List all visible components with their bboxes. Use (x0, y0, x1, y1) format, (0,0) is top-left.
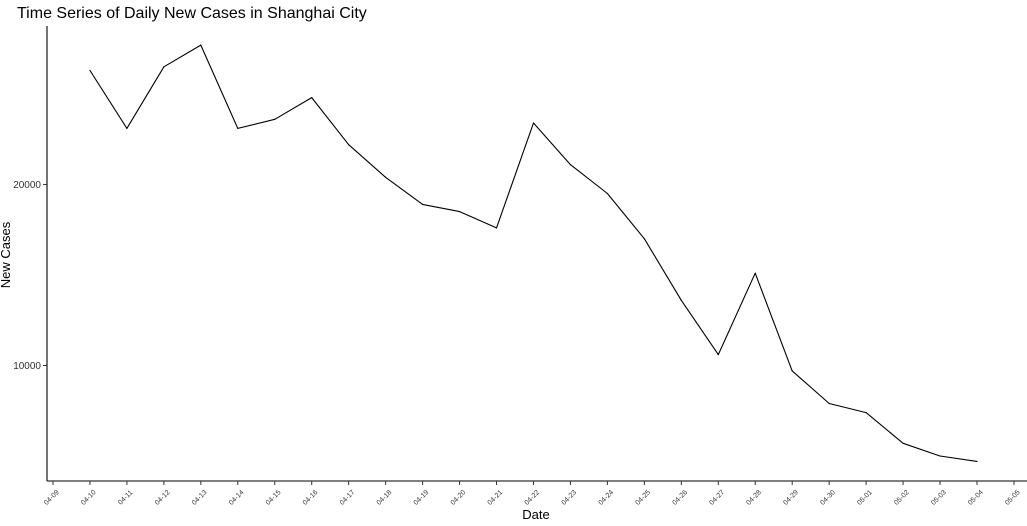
data-point (495, 227, 498, 229)
x-tick-label: 04-11 (117, 489, 134, 506)
x-tick-label: 04-21 (487, 489, 505, 507)
data-point (385, 176, 387, 178)
data-point (348, 144, 350, 146)
data-point (274, 118, 276, 120)
x-tick-label: 05-05 (1004, 489, 1022, 507)
x-tick-label: 04-17 (339, 489, 357, 507)
chart-title: Time Series of Daily New Cases in Shangh… (17, 5, 367, 22)
x-tick-label: 04-10 (80, 489, 98, 507)
data-point (828, 402, 830, 405)
data-point (976, 460, 978, 463)
data-point (791, 370, 793, 372)
data-point (422, 203, 424, 206)
x-tick-label: 04-30 (819, 489, 837, 507)
x-tick-label: 05-04 (967, 489, 985, 507)
data-point (126, 127, 128, 129)
data-point (717, 354, 719, 356)
data-point (89, 69, 91, 72)
x-tick-label: 04-28 (745, 489, 763, 507)
x-tick-label: 05-02 (893, 489, 911, 507)
data-point (569, 163, 572, 166)
plot-area: 10000 20000 04-09 04-10 04-11 04-12 04-13 04-14… (13, 26, 1027, 507)
x-tick-label: 04-20 (450, 489, 468, 507)
data-point (200, 44, 202, 46)
x-tick-label: 04-23 (561, 489, 579, 507)
x-tick-label: 04-27 (708, 489, 726, 507)
x-tick-label: 04-18 (376, 489, 394, 507)
x-tick-label: 04-12 (154, 489, 172, 507)
x-tick-label: 04-16 (302, 489, 320, 507)
x-tick-label: 05-03 (930, 489, 948, 507)
data-point (458, 211, 461, 213)
x-tick-label: 05-01 (856, 489, 874, 507)
x-tick-label: 04-22 (524, 489, 542, 507)
data-point (643, 238, 645, 240)
y-tick-label: 10000 (13, 361, 41, 372)
data-point (754, 272, 756, 274)
x-tick-label: 04-26 (671, 489, 689, 507)
x-tick-label: 04-15 (265, 489, 283, 507)
x-tick-label: 04-29 (782, 489, 800, 507)
data-point (237, 127, 239, 129)
x-tick-label: 04-09 (43, 489, 61, 507)
data-point (163, 66, 165, 68)
data-point (532, 122, 535, 124)
data-point (865, 411, 867, 414)
x-tick-label: 04-13 (191, 489, 209, 507)
x-tick-label: 04-25 (634, 489, 652, 507)
x-tick-label: 04-14 (228, 489, 246, 507)
data-point (311, 97, 313, 99)
x-tick-label: 04-24 (598, 489, 616, 507)
x-tick-label: 04-19 (413, 489, 431, 507)
data-point (680, 299, 682, 301)
x-axis-title: Date (522, 507, 549, 521)
data-point (606, 192, 609, 195)
series-line (89, 44, 978, 462)
y-axis-title: New Cases (0, 221, 13, 288)
y-tick-label: 20000 (13, 180, 41, 191)
data-point (939, 455, 941, 457)
data-point (902, 442, 904, 444)
